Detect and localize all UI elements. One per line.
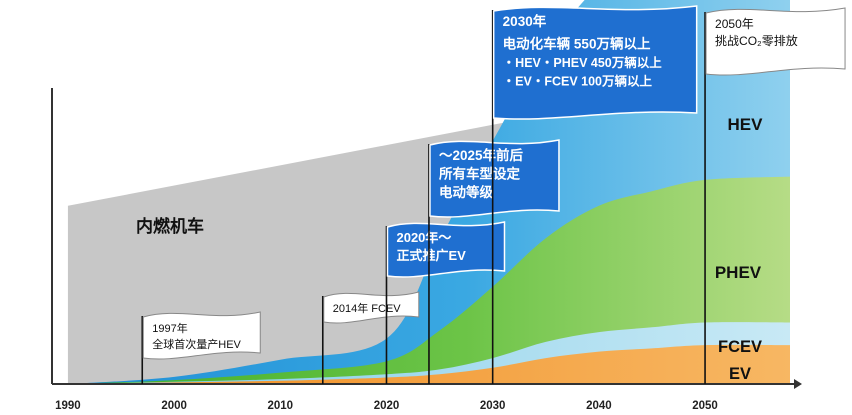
x-tick-label: 2000 <box>161 400 187 412</box>
marker-text: ・HEV・PHEV 450万辆以上 <box>503 55 663 70</box>
x-tick-label: 2020 <box>374 400 400 412</box>
marker-text: 全球首次量产HEV <box>152 337 241 351</box>
series-label-fcev: FCEV <box>718 338 762 356</box>
series-label-hev: HEV <box>728 115 764 134</box>
marker-2020: 2020年～ 正式推广EV <box>385 221 506 384</box>
x-tick-label: 2040 <box>586 400 612 412</box>
marker-flag <box>386 221 506 278</box>
marker-text: ・EV・FCEV 100万辆以上 <box>503 74 653 89</box>
x-tick-label: 2010 <box>268 400 294 412</box>
marker-text: 2014年 FCEV <box>333 301 402 315</box>
series-label-ev: EV <box>729 365 751 383</box>
x-tick-label: 2050 <box>692 400 718 412</box>
marker-flag <box>429 139 560 218</box>
marker-flag <box>492 5 698 120</box>
marker-text: 正式推广EV <box>396 248 466 263</box>
series-label-phev: PHEV <box>715 263 762 282</box>
x-axis-arrow-icon <box>794 379 802 389</box>
marker-text: 电动等级 <box>439 184 493 200</box>
marker-text: 所有车型设定 <box>439 166 520 182</box>
marker-text: 2020年～ <box>396 230 451 245</box>
marker-text: ～2025年前后 <box>439 147 524 163</box>
axes: 1990 2000 2010 2020 2030 2040 2050 <box>51 88 802 412</box>
marker-flag <box>142 311 261 360</box>
marker-text: 2050年 <box>715 17 754 31</box>
ice-label: 内燃机车 <box>136 216 204 236</box>
marker-text: 2030年 <box>503 13 547 29</box>
marker-text: 电动化车辆 550万辆以上 <box>503 36 651 52</box>
series-labels: HEV PHEV FCEV EV <box>715 115 763 383</box>
marker-flag <box>323 291 420 324</box>
marker-flag <box>705 7 846 76</box>
marker-text: 1997年 <box>152 321 187 335</box>
marker-text: 挑战CO₂零排放 <box>715 33 798 48</box>
x-tick-label: 2030 <box>480 400 506 412</box>
x-tick-label: 1990 <box>55 400 81 412</box>
marker-2014: 2014年 FCEV <box>321 291 420 384</box>
area-ev <box>67 344 791 384</box>
